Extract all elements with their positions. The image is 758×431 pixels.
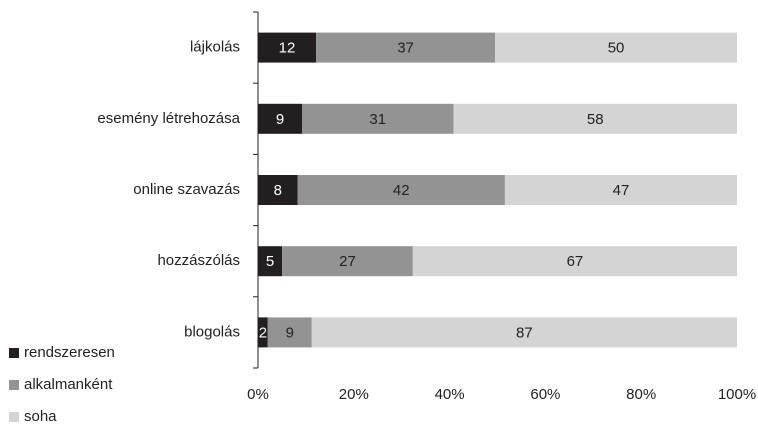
x-tick-label: 60% — [530, 386, 560, 403]
data-label: 67 — [567, 253, 584, 270]
bar-segment — [316, 32, 496, 63]
bar-segment — [267, 317, 312, 348]
x-tick-label: 80% — [626, 386, 656, 403]
x-tick-label: 100% — [718, 386, 756, 403]
legend-swatch — [9, 380, 19, 390]
data-label: 47 — [613, 182, 630, 199]
legend-swatch — [9, 412, 19, 422]
data-label: 31 — [369, 111, 386, 128]
bar-segment — [412, 246, 737, 277]
bar-segment — [258, 317, 268, 348]
bar-segment — [258, 103, 302, 134]
data-label: 58 — [587, 111, 604, 128]
y-tick-label: esemény létrehozása — [97, 110, 240, 127]
data-label: 9 — [276, 111, 284, 128]
data-label: 12 — [279, 40, 296, 57]
bar-segment — [258, 175, 298, 205]
bar-segment — [301, 103, 454, 134]
legend-label: alkalmanként — [24, 376, 113, 393]
legend-label: soha — [24, 408, 57, 425]
data-label: 9 — [286, 324, 294, 341]
y-tick-label: lájkolás — [190, 39, 240, 56]
bar-segment — [504, 175, 737, 205]
data-label: 87 — [516, 324, 533, 341]
data-label: 42 — [393, 182, 410, 199]
bar-segment — [282, 246, 413, 277]
x-tick-label: 40% — [435, 386, 465, 403]
y-tick-label: hozzászólás — [157, 252, 240, 269]
legend-swatch — [9, 348, 19, 358]
bar-segment — [297, 175, 505, 205]
bar-segment — [258, 32, 317, 63]
bar-segment — [495, 32, 737, 63]
y-tick-label: blogolás — [184, 323, 240, 340]
bar-segment — [453, 103, 737, 134]
data-label: 5 — [266, 253, 274, 270]
data-label: 8 — [274, 182, 282, 199]
data-label: 27 — [339, 253, 356, 270]
data-label: 2 — [259, 324, 267, 341]
data-label: 50 — [608, 40, 625, 57]
data-label: 37 — [397, 40, 414, 57]
x-tick-label: 0% — [247, 386, 269, 403]
bar-segment — [311, 317, 737, 348]
bar-segment — [258, 246, 283, 277]
y-tick-label: online szavazás — [133, 181, 240, 198]
x-tick-label: 20% — [339, 386, 369, 403]
legend-label: rendszeresen — [24, 344, 115, 361]
